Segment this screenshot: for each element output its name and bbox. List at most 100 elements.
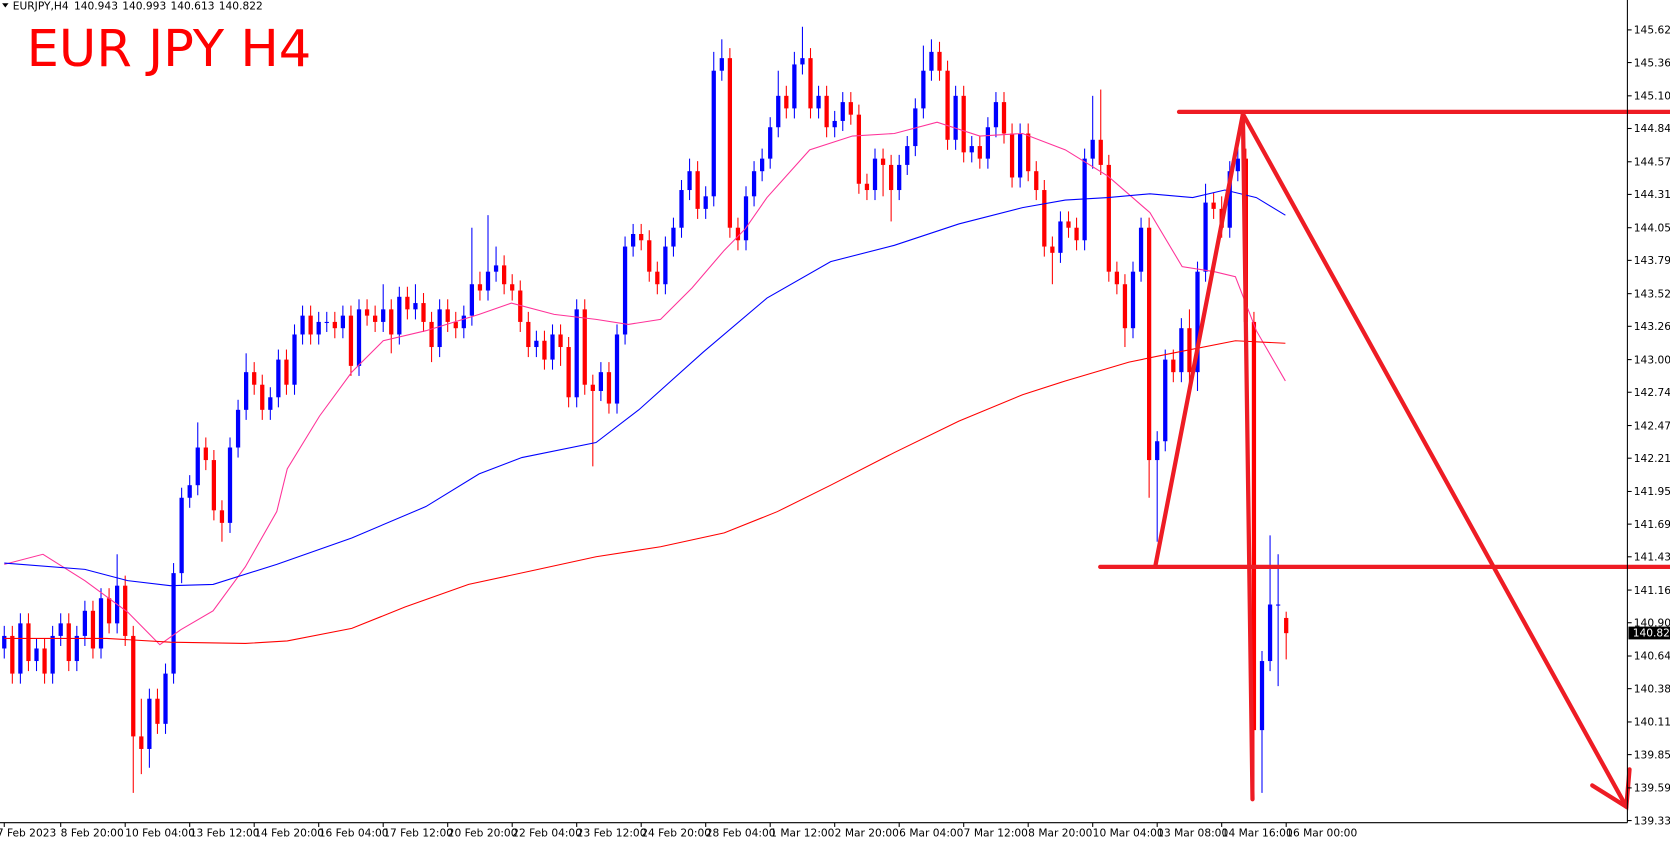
candle-body — [235, 409, 241, 448]
x-tick-label: 14 Mar 16:00 — [1222, 827, 1293, 840]
candle-body — [848, 102, 853, 115]
candle-body — [945, 70, 950, 140]
candle-body — [356, 309, 362, 366]
candle-body — [808, 58, 813, 109]
y-tick-label: 144.050 — [1634, 221, 1670, 234]
candle-body — [1122, 284, 1128, 329]
y-tick-label: 144.315 — [1634, 188, 1670, 201]
axes: 145.625 145.365 145.100 144.840 144.575 144.3… — [0, 24, 1670, 840]
candle-body — [816, 95, 821, 109]
annotations — [1098, 109, 1670, 811]
x-tick-label: 22 Feb 04:00 — [512, 827, 582, 840]
candle-body — [639, 233, 644, 241]
y-tick-label: 143.525 — [1634, 287, 1670, 300]
candle-body — [106, 598, 112, 624]
x-tick-label: 17 Feb 12:00 — [383, 827, 453, 840]
candle-body — [598, 372, 604, 391]
candle-body — [993, 102, 999, 128]
y-tick-label: 141.690 — [1634, 518, 1670, 531]
y-tick-label: 143.000 — [1634, 353, 1670, 366]
candle-body — [937, 51, 942, 71]
candle-body — [1026, 133, 1031, 172]
candle-body — [445, 309, 450, 322]
candle-body — [1098, 139, 1103, 165]
candle-body — [316, 321, 321, 335]
x-tick-label: 13 Feb 12:00 — [190, 827, 260, 840]
candle-body — [953, 95, 958, 140]
candle-body — [42, 648, 47, 674]
candle-body — [485, 271, 491, 291]
candle-body — [1058, 221, 1063, 253]
symbol: EURJPY,H4 — [13, 0, 69, 13]
y-tick-label: 141.950 — [1634, 485, 1670, 498]
x-tick-label: 7 Feb 2023 — [0, 827, 56, 840]
candle-body — [493, 265, 499, 272]
x-tick-label: 7 Mar 12:00 — [964, 827, 1028, 840]
candle-body — [961, 95, 966, 153]
candle-body — [840, 102, 845, 121]
candle-body — [82, 610, 88, 636]
x-tick-label: 10 Feb 04:00 — [125, 827, 195, 840]
candle-body — [155, 698, 160, 724]
candle-body — [1090, 139, 1095, 159]
candle-body — [405, 296, 410, 310]
candle-body — [534, 340, 539, 348]
candle-body — [50, 635, 55, 674]
candle-body — [880, 158, 886, 165]
candle-body — [985, 127, 991, 159]
candle-body — [1017, 133, 1023, 178]
candle-body — [268, 397, 273, 410]
candle-body — [969, 146, 974, 153]
candle-body — [719, 58, 724, 71]
candle-body — [1001, 102, 1007, 134]
candle-body — [219, 510, 225, 523]
moving-average — [4, 121, 1286, 646]
candle-body — [373, 315, 378, 322]
candle-body — [348, 315, 354, 366]
candle-body — [1106, 164, 1111, 272]
header-open: 140.943 — [74, 0, 118, 13]
candle-body — [768, 127, 773, 159]
candle-body — [18, 623, 23, 674]
candle-body — [66, 623, 71, 662]
candle-body — [1211, 202, 1216, 209]
candle-body — [421, 303, 426, 322]
candle-body — [905, 146, 910, 165]
candle-body — [558, 334, 563, 348]
candle-body — [90, 610, 96, 649]
candle-body — [1171, 359, 1176, 373]
candle-body — [260, 384, 265, 410]
candle-body — [252, 372, 257, 385]
y-tick-label: 141.430 — [1634, 551, 1670, 564]
candle-body — [735, 227, 741, 241]
x-tick-label: 8 Mar 20:00 — [1028, 827, 1092, 840]
candle-body — [784, 95, 789, 109]
x-tick-label: 6 Mar 04:00 — [899, 827, 963, 840]
candle-body — [1259, 661, 1265, 731]
candle-body — [663, 246, 668, 285]
y-tick-label: 142.215 — [1634, 452, 1670, 465]
candle-body — [437, 309, 442, 348]
candle-body — [1179, 328, 1184, 373]
candle-body — [1114, 271, 1120, 285]
pattern-line — [1153, 111, 1246, 567]
x-tick-label: 23 Feb 12:00 — [577, 827, 647, 840]
header-close: 140.822 — [219, 0, 263, 13]
header-high: 140.993 — [122, 0, 166, 13]
y-tick-label: 145.365 — [1634, 56, 1670, 69]
candle-body — [1009, 133, 1015, 178]
y-tick-label: 141.165 — [1634, 584, 1670, 597]
candle-body — [276, 359, 281, 398]
candle-body — [824, 95, 829, 128]
candle-body — [58, 623, 63, 636]
candle-body — [550, 334, 555, 360]
y-tick-label: 140.380 — [1634, 682, 1670, 695]
candle-body — [913, 108, 918, 147]
candle-body — [526, 321, 531, 348]
candle-body — [1074, 227, 1079, 241]
x-tick-label: 16 Mar 00:00 — [1286, 827, 1357, 840]
candle-body — [364, 309, 370, 316]
x-tick-label: 1 Mar 12:00 — [770, 827, 834, 840]
candle-body — [74, 635, 79, 662]
candle-body — [1042, 190, 1047, 247]
